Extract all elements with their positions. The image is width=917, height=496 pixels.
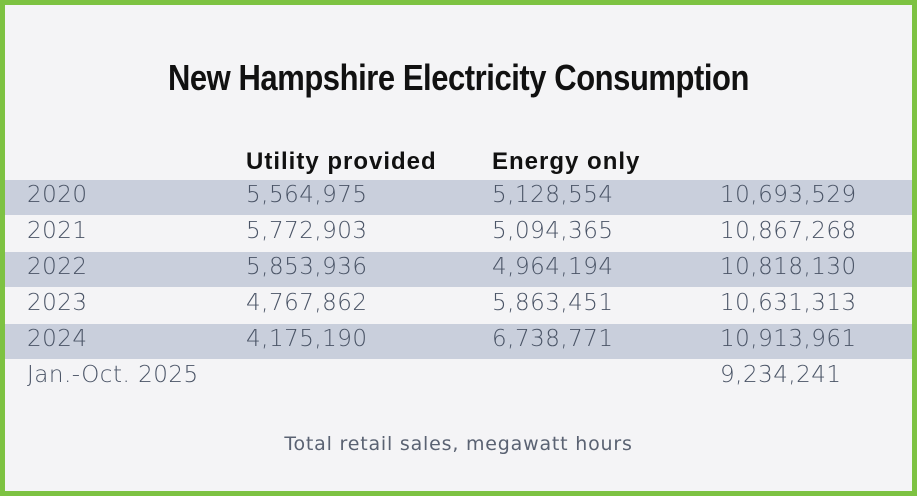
year-cell: 2022 xyxy=(27,254,88,280)
year-cell: 2024 xyxy=(27,326,88,352)
utility-provided-cell: 4,767,862 xyxy=(246,290,368,316)
table-row: 2021 5,772,903 5,094,365 10,867,268 xyxy=(5,216,912,251)
year-cell: 2021 xyxy=(27,218,88,244)
table-caption: Total retail sales, megawatt hours xyxy=(284,433,633,455)
year-cell: 2023 xyxy=(27,290,88,316)
column-header-utility-provided: Utility provided xyxy=(246,148,437,175)
year-cell: Jan.-Oct. 2025 xyxy=(27,362,199,388)
utility-provided-cell: 5,853,936 xyxy=(246,254,368,280)
utility-provided-cell: 4,175,190 xyxy=(246,326,368,352)
total-cell: 10,867,268 xyxy=(720,218,857,244)
table-title: New Hampshire Electricity Consumption xyxy=(167,57,750,98)
year-cell: 2020 xyxy=(27,182,88,208)
table-row: 2022 5,853,936 4,964,194 10,818,130 xyxy=(5,252,912,287)
table-row: 2024 4,175,190 6,738,771 10,913,961 xyxy=(5,324,912,359)
column-header-energy-only: Energy only xyxy=(492,148,641,175)
total-cell: 10,818,130 xyxy=(720,254,857,280)
energy-only-cell: 5,128,554 xyxy=(492,182,614,208)
table-row: 2023 4,767,862 5,863,451 10,631,313 xyxy=(5,288,912,323)
table-row: Jan.-Oct. 2025 9,234,241 xyxy=(5,360,912,395)
energy-only-cell: 5,094,365 xyxy=(492,218,614,244)
utility-provided-cell: 5,564,975 xyxy=(246,182,368,208)
table-row: 2020 5,564,975 5,128,554 10,693,529 xyxy=(5,180,912,215)
energy-only-cell: 6,738,771 xyxy=(492,326,614,352)
total-cell: 9,234,241 xyxy=(720,362,842,388)
energy-only-cell: 4,964,194 xyxy=(492,254,614,280)
energy-only-cell: 5,863,451 xyxy=(492,290,614,316)
total-cell: 10,693,529 xyxy=(720,182,857,208)
utility-provided-cell: 5,772,903 xyxy=(246,218,368,244)
total-cell: 10,631,313 xyxy=(720,290,857,316)
total-cell: 10,913,961 xyxy=(720,326,857,352)
